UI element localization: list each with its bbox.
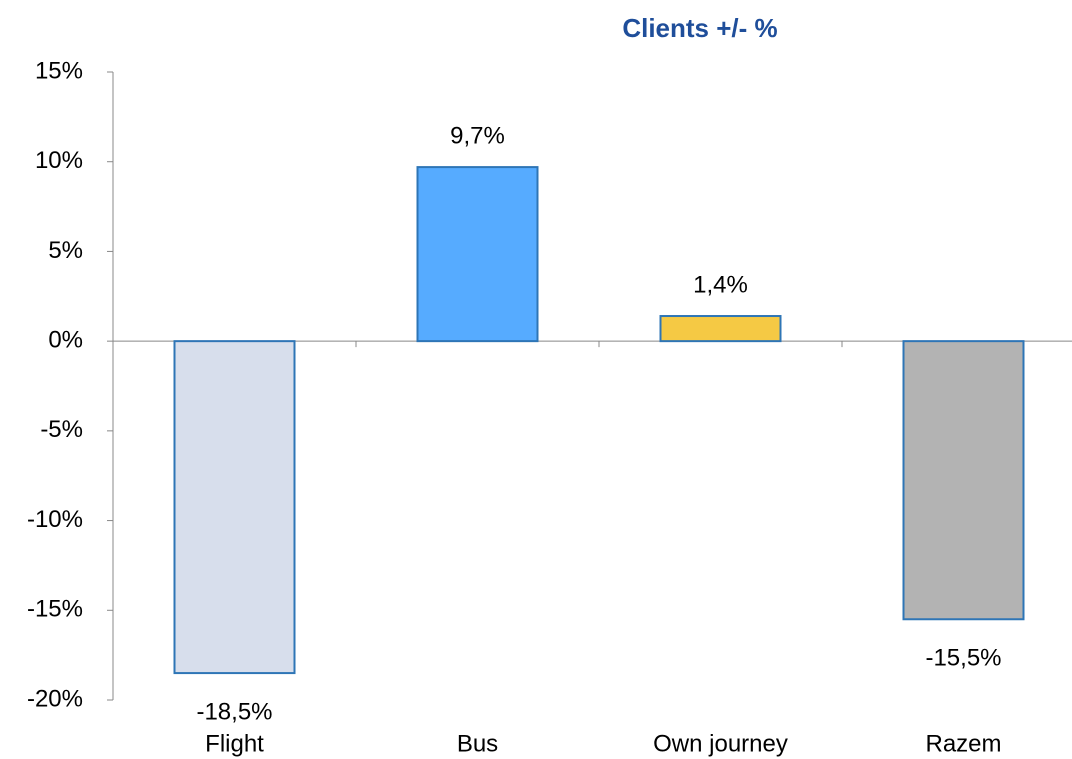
bar — [173, 340, 296, 675]
bar — [659, 315, 782, 343]
x-tick-label: Own journey — [653, 730, 788, 757]
x-tick-label: Bus — [457, 730, 498, 757]
value-label: 9,7% — [450, 122, 505, 149]
y-tick-label: -20% — [27, 685, 83, 712]
y-tick-label: 15% — [35, 57, 83, 84]
value-label: -18,5% — [196, 698, 272, 725]
y-tick-label: 5% — [48, 237, 83, 264]
y-tick-label: 10% — [35, 147, 83, 174]
value-label: 1,4% — [693, 271, 748, 298]
chart-title: Clients +/- % — [622, 13, 777, 43]
y-tick-label: -10% — [27, 506, 83, 533]
y-tick-label: -5% — [40, 416, 83, 443]
value-label: -15,5% — [925, 645, 1001, 672]
y-tick-label: -15% — [27, 596, 83, 623]
y-tick-label: 0% — [48, 326, 83, 353]
bar — [416, 166, 539, 343]
x-tick-label: Flight — [205, 730, 264, 757]
x-tick-label: Razem — [925, 730, 1001, 757]
bar — [902, 340, 1025, 621]
